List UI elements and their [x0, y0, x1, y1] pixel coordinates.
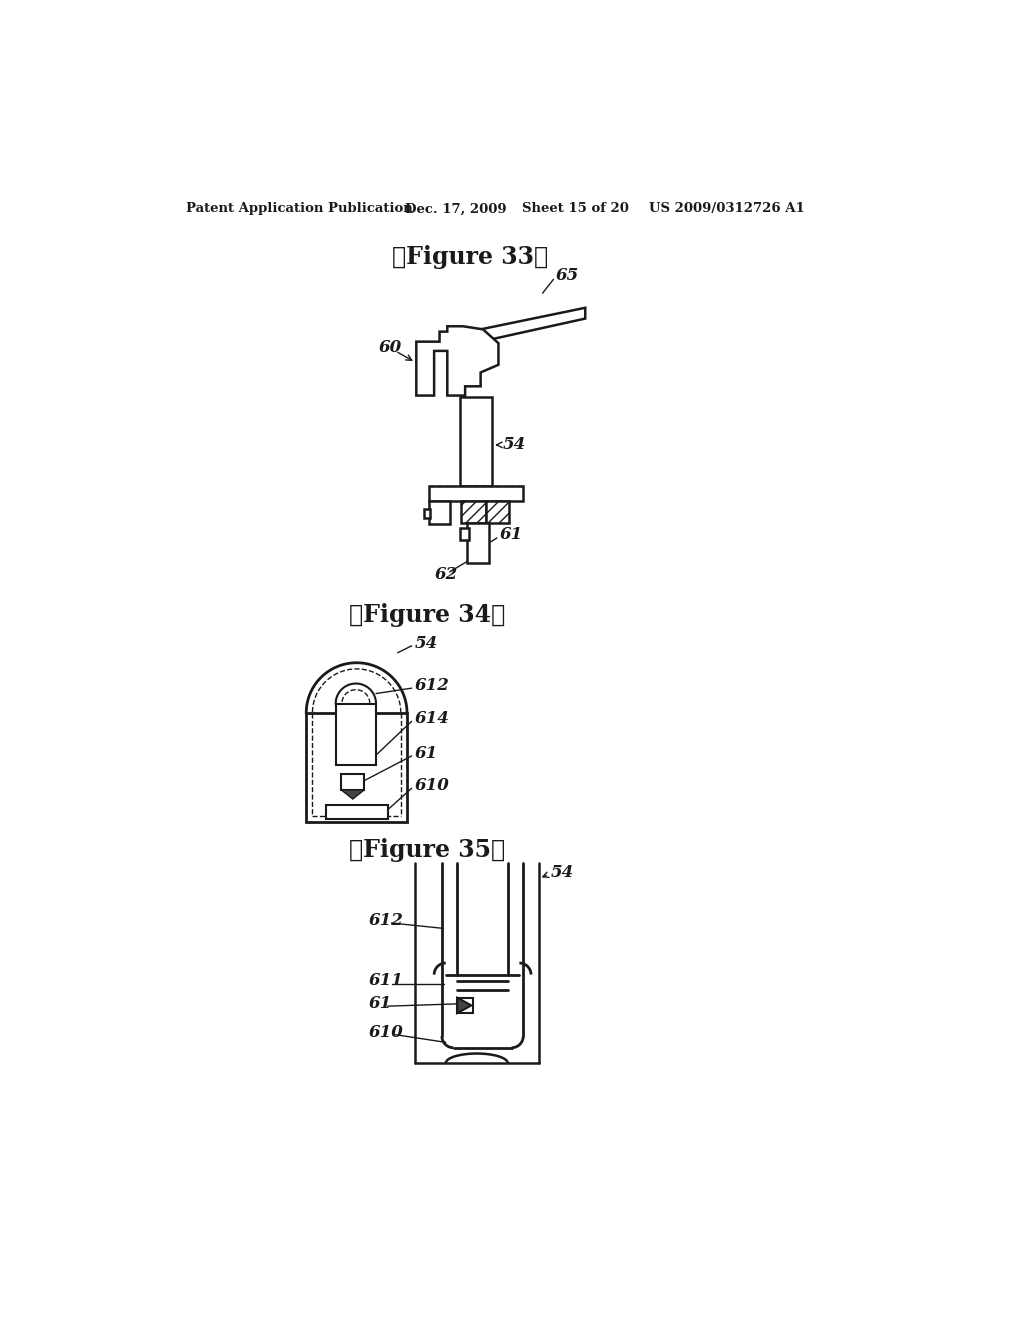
Text: 610: 610: [369, 1024, 403, 1041]
Bar: [429, 486, 523, 502]
Text: 【Figure 33】: 【Figure 33】: [391, 244, 548, 269]
Text: 610: 610: [415, 777, 450, 795]
Bar: [467, 523, 489, 562]
Bar: [306, 713, 407, 822]
Text: 54: 54: [415, 635, 438, 652]
Text: 612: 612: [369, 912, 403, 929]
Polygon shape: [480, 308, 586, 342]
Text: 【Figure 34】: 【Figure 34】: [349, 603, 505, 627]
Text: 【Figure 35】: 【Figure 35】: [349, 838, 505, 862]
Polygon shape: [458, 998, 471, 1014]
Bar: [458, 998, 473, 1014]
Text: 60: 60: [378, 338, 401, 355]
Text: US 2009/0312726 A1: US 2009/0312726 A1: [649, 202, 805, 215]
Text: 65: 65: [556, 267, 579, 284]
Text: 612: 612: [415, 677, 450, 694]
Text: 62: 62: [434, 566, 458, 582]
Bar: [486, 502, 509, 523]
Bar: [341, 775, 365, 789]
Text: 614: 614: [415, 710, 450, 727]
Bar: [424, 508, 430, 517]
Text: Dec. 17, 2009: Dec. 17, 2009: [406, 202, 507, 215]
Bar: [429, 502, 450, 524]
Text: 61: 61: [415, 744, 438, 762]
Text: 61: 61: [500, 525, 523, 543]
Bar: [460, 397, 493, 486]
Polygon shape: [417, 326, 499, 396]
Text: Patent Application Publication: Patent Application Publication: [186, 202, 413, 215]
Text: 54: 54: [503, 437, 525, 453]
Polygon shape: [341, 789, 365, 799]
Text: 611: 611: [369, 973, 403, 989]
Text: Sheet 15 of 20: Sheet 15 of 20: [521, 202, 629, 215]
Text: 61: 61: [369, 995, 391, 1012]
Bar: [460, 528, 469, 540]
Bar: [461, 502, 486, 523]
Bar: [336, 704, 376, 766]
Bar: [326, 805, 388, 818]
Text: 54: 54: [550, 865, 573, 882]
